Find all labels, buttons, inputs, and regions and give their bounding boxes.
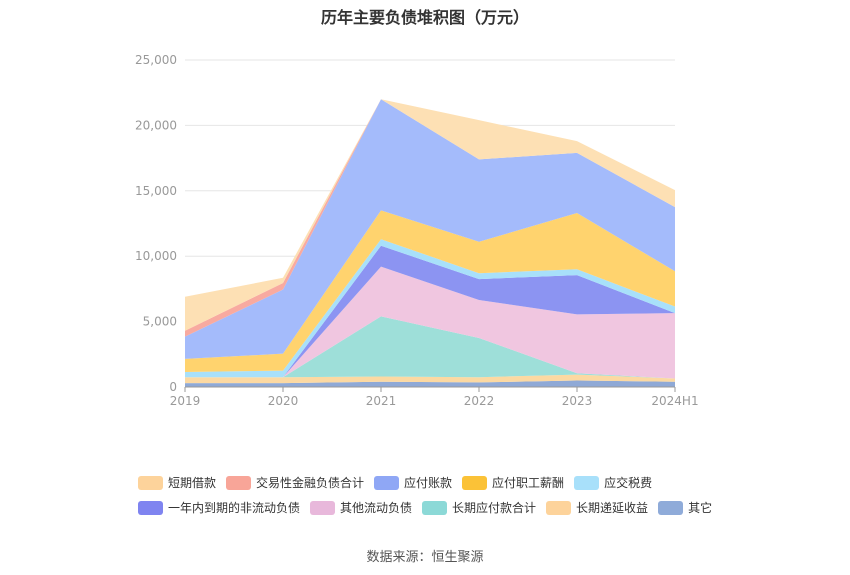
- legend-swatch: [574, 475, 600, 490]
- legend-item[interactable]: 交易性金融负债合计: [226, 474, 364, 491]
- legend-row: 短期借款 交易性金融负债合计 应付账款 应付职工薪酬 应交税费: [138, 470, 758, 495]
- legend-label: 短期借款: [168, 476, 217, 490]
- y-tick-label: 15,000: [135, 184, 177, 198]
- legend-row: 一年内到期的非流动负债 其他流动负债 长期应付款合计 长期递延收益 其它: [138, 495, 758, 520]
- area-series-其他流动负债: [185, 266, 675, 379]
- area-series-应交税费: [185, 239, 675, 378]
- legend-label: 其他流动负债: [340, 501, 413, 515]
- legend-label: 应付职工薪酬: [492, 476, 565, 490]
- legend-label: 应付账款: [404, 476, 453, 490]
- legend-swatch: [374, 475, 400, 490]
- legend-item[interactable]: 其他流动负债: [310, 499, 412, 516]
- legend-item[interactable]: 应交税费: [574, 474, 652, 491]
- legend-swatch: [658, 500, 684, 515]
- legend-label: 长期递延收益: [576, 501, 649, 515]
- x-tick-label: 2023: [562, 394, 593, 408]
- data-source-note: 数据来源：恒生聚源: [366, 550, 484, 565]
- area-series-其它: [185, 380, 675, 387]
- legend-swatch: [138, 500, 163, 515]
- legend: 短期借款 交易性金融负债合计 应付账款 应付职工薪酬 应交税费 一年内到期的非流动负债 其…: [138, 470, 758, 520]
- y-tick-label: 0: [169, 380, 177, 394]
- area-series-应付账款: [185, 99, 675, 359]
- area-series-交易性金融负债合计: [185, 99, 675, 337]
- y-tick-label: 20,000: [135, 118, 177, 132]
- stacked-area-chart: 0 5,000 10,000 15,000 20,000 25,000 2019 2020 20…: [135, 53, 699, 408]
- legend-swatch: [462, 475, 488, 490]
- legend-swatch: [310, 500, 336, 515]
- legend-label: 交易性金融负债合计: [256, 476, 365, 490]
- y-tick-label: 5,000: [143, 315, 177, 329]
- x-tick-label: 2019: [170, 394, 201, 408]
- legend-swatch: [226, 475, 252, 490]
- x-tick-label: 2021: [366, 394, 397, 408]
- legend-item[interactable]: 应付职工薪酬: [462, 474, 564, 491]
- x-tick-label: 2022: [464, 394, 495, 408]
- y-tick-label: 25,000: [135, 53, 177, 67]
- legend-label: 一年内到期的非流动负债: [168, 501, 301, 515]
- legend-label: 应交税费: [604, 476, 653, 490]
- x-tick-label: 2024H1: [651, 394, 698, 408]
- legend-item[interactable]: 短期借款: [138, 474, 216, 491]
- area-series-长期递延收益: [185, 374, 675, 384]
- legend-item[interactable]: 其它: [658, 499, 712, 516]
- legend-label: 其它: [688, 501, 713, 515]
- axes: 0 5,000 10,000 15,000 20,000 25,000 2019 2020 20…: [135, 53, 699, 408]
- area-series: [185, 99, 675, 387]
- legend-label: 长期应付款合计: [452, 501, 537, 515]
- legend-item[interactable]: 一年内到期的非流动负债: [138, 499, 300, 516]
- legend-item[interactable]: 长期应付款合计: [422, 499, 536, 516]
- legend-swatch: [546, 500, 572, 515]
- x-tick-label: 2020: [268, 394, 299, 408]
- area-series-长期应付款合计: [185, 316, 675, 379]
- area-series-应付职工薪酬: [185, 210, 675, 372]
- legend-swatch: [138, 475, 163, 490]
- legend-swatch: [422, 500, 448, 515]
- legend-item[interactable]: 应付账款: [374, 474, 452, 491]
- legend-item[interactable]: 长期递延收益: [546, 499, 648, 516]
- y-tick-label: 10,000: [135, 249, 177, 263]
- chart-title: 历年主要负债堆积图（万元）: [320, 8, 529, 27]
